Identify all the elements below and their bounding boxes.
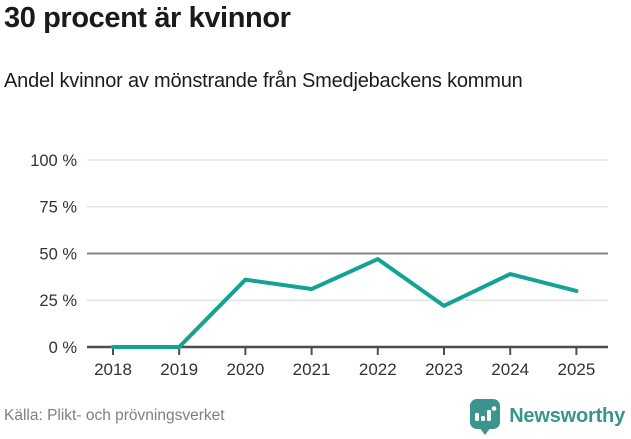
x-axis-tick-label: 2023 [425, 360, 463, 379]
x-axis-tick-label: 2025 [557, 360, 595, 379]
line-chart: 0 % 25 % 50 % 75 % 100 % 2018 2019 2020 2021 2022… [0, 145, 631, 390]
y-axis-tick-label: 50 % [39, 245, 77, 263]
page-title: 30 procent är kvinnor [4, 2, 291, 34]
page-subtitle: Andel kvinnor av mönstrande från Smedjeb… [4, 70, 523, 93]
y-axis-tick-label: 75 % [39, 199, 77, 217]
chart-footer: Källa: Plikt- och prövningsverket Newswo… [4, 395, 625, 437]
brand-name: Newsworthy [509, 404, 625, 427]
x-axis-tick-label: 2018 [94, 360, 132, 379]
line-chart-svg: 0 % 25 % 50 % 75 % 100 % 2018 2019 2020 2021 2022… [30, 152, 608, 379]
y-axis-tick-label: 25 % [39, 292, 77, 310]
x-axis-tick-label: 2022 [359, 360, 397, 379]
x-axis-tick-label: 2019 [160, 360, 198, 379]
x-axis-tick-label: 2021 [293, 360, 331, 379]
chart-header: 30 procent är kvinnor Andel kvinnor av m… [0, 0, 631, 96]
y-axis-tick-label: 0 % [49, 339, 78, 357]
source-note: Källa: Plikt- och prövningsverket [4, 407, 225, 424]
bar-chart-speech-bubble-icon [470, 398, 501, 435]
y-axis-tick-label: 100 % [30, 152, 77, 170]
data-line-series [111, 257, 579, 349]
newsworthy-logo: Newsworthy [468, 397, 625, 436]
x-axis-tick-label: 2020 [226, 360, 264, 379]
x-axis-tick-label: 2024 [491, 360, 529, 379]
